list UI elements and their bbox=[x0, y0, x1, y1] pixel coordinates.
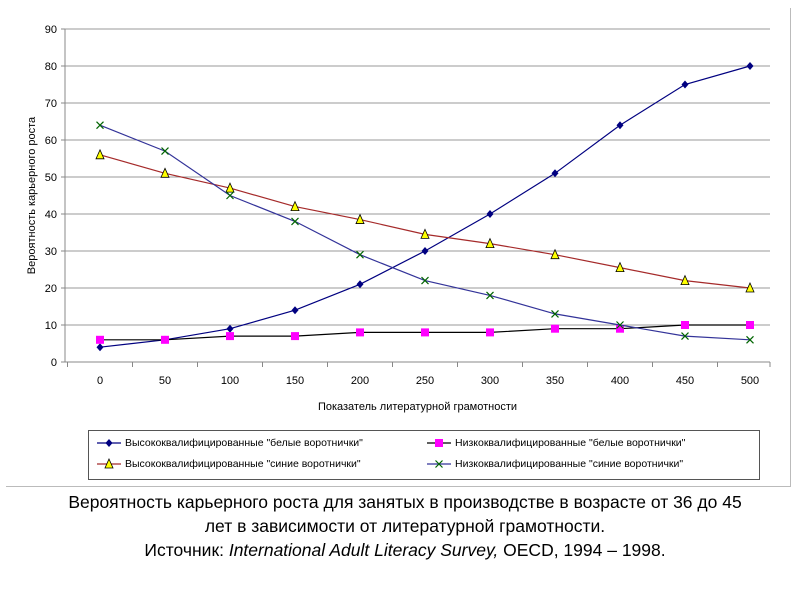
x-marker bbox=[746, 335, 754, 344]
square-marker bbox=[551, 324, 559, 333]
line-chart: 0 10 20 30 40 50 60 70 80 90 0 50 100 150 200 250 300 350… bbox=[26, 24, 771, 413]
x-marker bbox=[161, 147, 169, 156]
x-marker bbox=[551, 309, 559, 318]
legend-label: Низкоквалифицированные "синие воротнички… bbox=[455, 458, 684, 470]
square-marker bbox=[226, 332, 234, 341]
square-marker bbox=[746, 321, 754, 329]
x-tick-label: 150 bbox=[286, 375, 304, 387]
x-tick-label: 0 bbox=[97, 375, 103, 387]
square-marker bbox=[435, 439, 443, 447]
series-3 bbox=[96, 121, 754, 344]
square-marker bbox=[616, 324, 624, 333]
triangle-marker bbox=[355, 213, 365, 224]
y-tick-label: 40 bbox=[45, 209, 57, 221]
x-tick-label: 200 bbox=[351, 375, 369, 387]
x-marker bbox=[226, 191, 234, 200]
x-marker bbox=[435, 460, 443, 468]
diamond-marker bbox=[616, 121, 624, 130]
legend-item: Низкоквалифицированные "синие воротнички… bbox=[427, 458, 683, 470]
legend-swatch bbox=[427, 439, 451, 447]
triangle-marker bbox=[550, 248, 560, 260]
triangle-marker bbox=[615, 261, 625, 273]
legend-item: Высококвалифицированные "синие воротничк… bbox=[97, 458, 361, 470]
x-tick-label: 500 bbox=[741, 375, 759, 387]
y-tick-label: 50 bbox=[45, 172, 57, 184]
series-2 bbox=[95, 148, 755, 293]
diamond-marker bbox=[105, 439, 113, 447]
legend-swatch bbox=[97, 439, 121, 447]
square-marker bbox=[96, 335, 104, 344]
x-axis-label: Показатель литературной грамотности bbox=[318, 401, 517, 413]
caption-line-1: Вероятность карьерного роста для занятых… bbox=[68, 492, 742, 512]
y-tick-label: 20 bbox=[45, 283, 57, 295]
diamond-marker bbox=[96, 343, 104, 352]
x-tick-label: 100 bbox=[221, 375, 239, 387]
x-tick-label: 350 bbox=[546, 375, 564, 387]
caption-line-2: лет в зависимости от литературной грамот… bbox=[204, 516, 606, 536]
triangle-marker bbox=[680, 274, 690, 285]
y-tick-label: 90 bbox=[45, 24, 57, 36]
x-marker bbox=[486, 291, 494, 300]
y-tick-label: 70 bbox=[45, 98, 57, 110]
square-marker bbox=[161, 335, 169, 344]
x-marker bbox=[291, 217, 299, 226]
source-label: Источник: bbox=[144, 540, 229, 560]
square-marker bbox=[356, 328, 364, 337]
x-marker bbox=[421, 276, 429, 285]
square-marker bbox=[291, 332, 299, 341]
x-tick-label: 450 bbox=[676, 375, 694, 387]
x-marker bbox=[616, 321, 624, 329]
legend-label: Высококвалифицированные "белые воротничк… bbox=[125, 437, 363, 449]
square-marker bbox=[681, 321, 689, 329]
diamond-marker bbox=[681, 80, 689, 89]
y-tick-label: 0 bbox=[51, 357, 57, 369]
source-name: International Adult Literacy Survey, bbox=[228, 540, 499, 560]
x-marker bbox=[96, 121, 104, 130]
chart-frame bbox=[6, 8, 791, 487]
series-0 bbox=[96, 62, 754, 352]
x-tick-label: 50 bbox=[159, 375, 171, 387]
diamond-marker bbox=[421, 247, 429, 255]
y-axis-label: Вероятность карьерного роста bbox=[26, 116, 38, 274]
legend-label: Высококвалифицированные "синие воротничк… bbox=[125, 458, 361, 470]
triangle-marker bbox=[420, 228, 430, 239]
legend-swatch bbox=[427, 460, 451, 468]
triangle-marker bbox=[485, 237, 495, 248]
x-tick-label: 250 bbox=[416, 375, 434, 387]
series-line bbox=[99, 65, 751, 348]
diamond-marker bbox=[746, 62, 754, 70]
x-tick-label: 300 bbox=[481, 375, 499, 387]
legend-item: Высококвалифицированные "белые воротничк… bbox=[97, 437, 363, 449]
legend-label: Низкоквалифицированные "белые воротнички… bbox=[455, 437, 686, 449]
diamond-marker bbox=[356, 280, 364, 289]
x-marker bbox=[681, 332, 689, 341]
legend: Высококвалифицированные "белые воротничк… bbox=[88, 430, 760, 480]
triangle-marker bbox=[225, 182, 235, 193]
x-tick-label: 400 bbox=[611, 375, 629, 387]
diamond-marker bbox=[486, 210, 494, 218]
triangle-marker bbox=[95, 148, 105, 160]
diamond-marker bbox=[551, 169, 559, 178]
legend-item: Низкоквалифицированные "белые воротнички… bbox=[427, 437, 685, 449]
x-marker bbox=[356, 250, 364, 259]
square-marker bbox=[486, 328, 494, 337]
square-marker bbox=[421, 328, 429, 337]
diamond-marker bbox=[291, 306, 299, 315]
y-tick-label: 10 bbox=[45, 320, 57, 332]
triangle-marker bbox=[745, 282, 755, 293]
series-1 bbox=[96, 321, 754, 344]
triangle-marker bbox=[290, 200, 300, 211]
triangle-marker bbox=[104, 458, 114, 469]
source-rest: OECD, 1994 – 1998. bbox=[498, 540, 666, 560]
y-tick-label: 60 bbox=[45, 135, 57, 147]
triangle-marker bbox=[160, 167, 170, 178]
y-tick-label: 80 bbox=[45, 61, 57, 73]
series-line bbox=[99, 154, 751, 289]
legend-swatch bbox=[97, 458, 121, 469]
caption: Вероятность карьерного роста для занятых… bbox=[20, 490, 790, 562]
diamond-marker bbox=[226, 324, 234, 333]
y-tick-label: 30 bbox=[45, 246, 57, 258]
